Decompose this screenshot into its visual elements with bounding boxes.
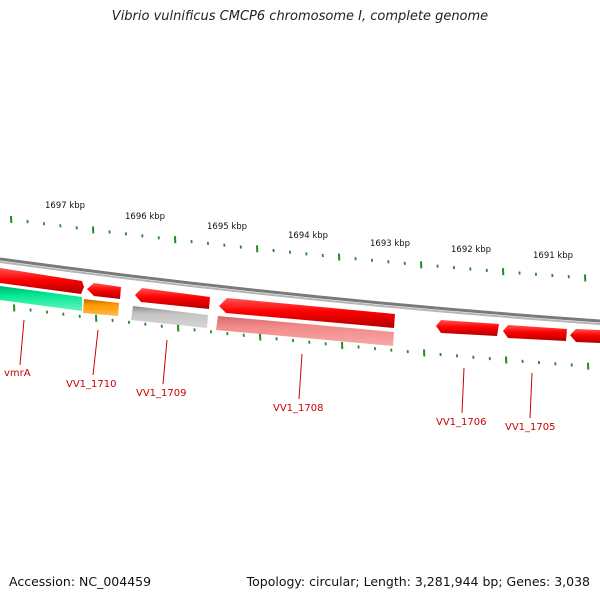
kbp-label-1693: 1693 kbp <box>370 239 410 249</box>
genome-summary-text: Topology: circular; Length: 3,281,944 bp… <box>246 574 590 589</box>
kbp-label-1695: 1695 kbp <box>207 222 247 232</box>
kbp-label-1696: 1696 kbp <box>125 212 165 222</box>
gene-arrow-vmrA <box>0 286 82 311</box>
connector-vmrA <box>19 319 25 366</box>
connector-VV1_1708 <box>298 353 303 400</box>
gene-label-VV1_1709[interactable]: VV1_1709 <box>136 388 187 399</box>
gene-arrow <box>135 288 210 309</box>
gene-label-connectors <box>19 319 533 419</box>
map-title: Vibrio vulnificus CMCP6 chromosome I, co… <box>111 9 489 24</box>
gene-arrow <box>87 283 121 299</box>
gene-label-vmrA[interactable]: vmrA <box>4 368 31 379</box>
gene-arrow-VV1_1710 <box>83 299 119 316</box>
gene-arrow <box>219 298 395 328</box>
gene-arrow <box>570 329 600 343</box>
gene-label-VV1_1710[interactable]: VV1_1710 <box>66 379 117 390</box>
connector-VV1_1710 <box>92 329 99 376</box>
gene-label-VV1_1708[interactable]: VV1_1708 <box>273 403 324 414</box>
forward-strand-genes <box>0 268 600 343</box>
gene-arrow-VV1_1708 <box>216 316 394 346</box>
gene-arrow <box>0 268 84 294</box>
kbp-scale-labels: 1697 kbp 1696 kbp 1695 kbp 1694 kbp 1693… <box>45 201 573 261</box>
inner-scale-ticks <box>13 304 590 370</box>
gene-arrow-VV1_1709 <box>131 306 208 328</box>
gene-label-VV1_1706[interactable]: VV1_1706 <box>436 417 487 428</box>
gene-arrow <box>436 320 499 336</box>
kbp-label-1697: 1697 kbp <box>45 201 85 211</box>
kbp-label-1694: 1694 kbp <box>288 231 328 241</box>
kbp-label-1692: 1692 kbp <box>451 245 491 255</box>
gene-arrow <box>503 325 567 341</box>
outer-scale-ticks <box>10 215 587 282</box>
reverse-strand-genes <box>0 286 394 346</box>
gene-labels: vmrA VV1_1710 VV1_1709 VV1_1708 VV1_1706… <box>4 368 556 433</box>
connector-VV1_1709 <box>162 339 168 385</box>
gene-label-VV1_1705[interactable]: VV1_1705 <box>505 422 556 433</box>
accession-text: Accession: NC_004459 <box>9 574 152 589</box>
connector-VV1_1705 <box>529 372 533 419</box>
connector-VV1_1706 <box>461 367 465 414</box>
chromosome-backbone <box>0 257 600 325</box>
kbp-label-1691: 1691 kbp <box>533 251 573 261</box>
